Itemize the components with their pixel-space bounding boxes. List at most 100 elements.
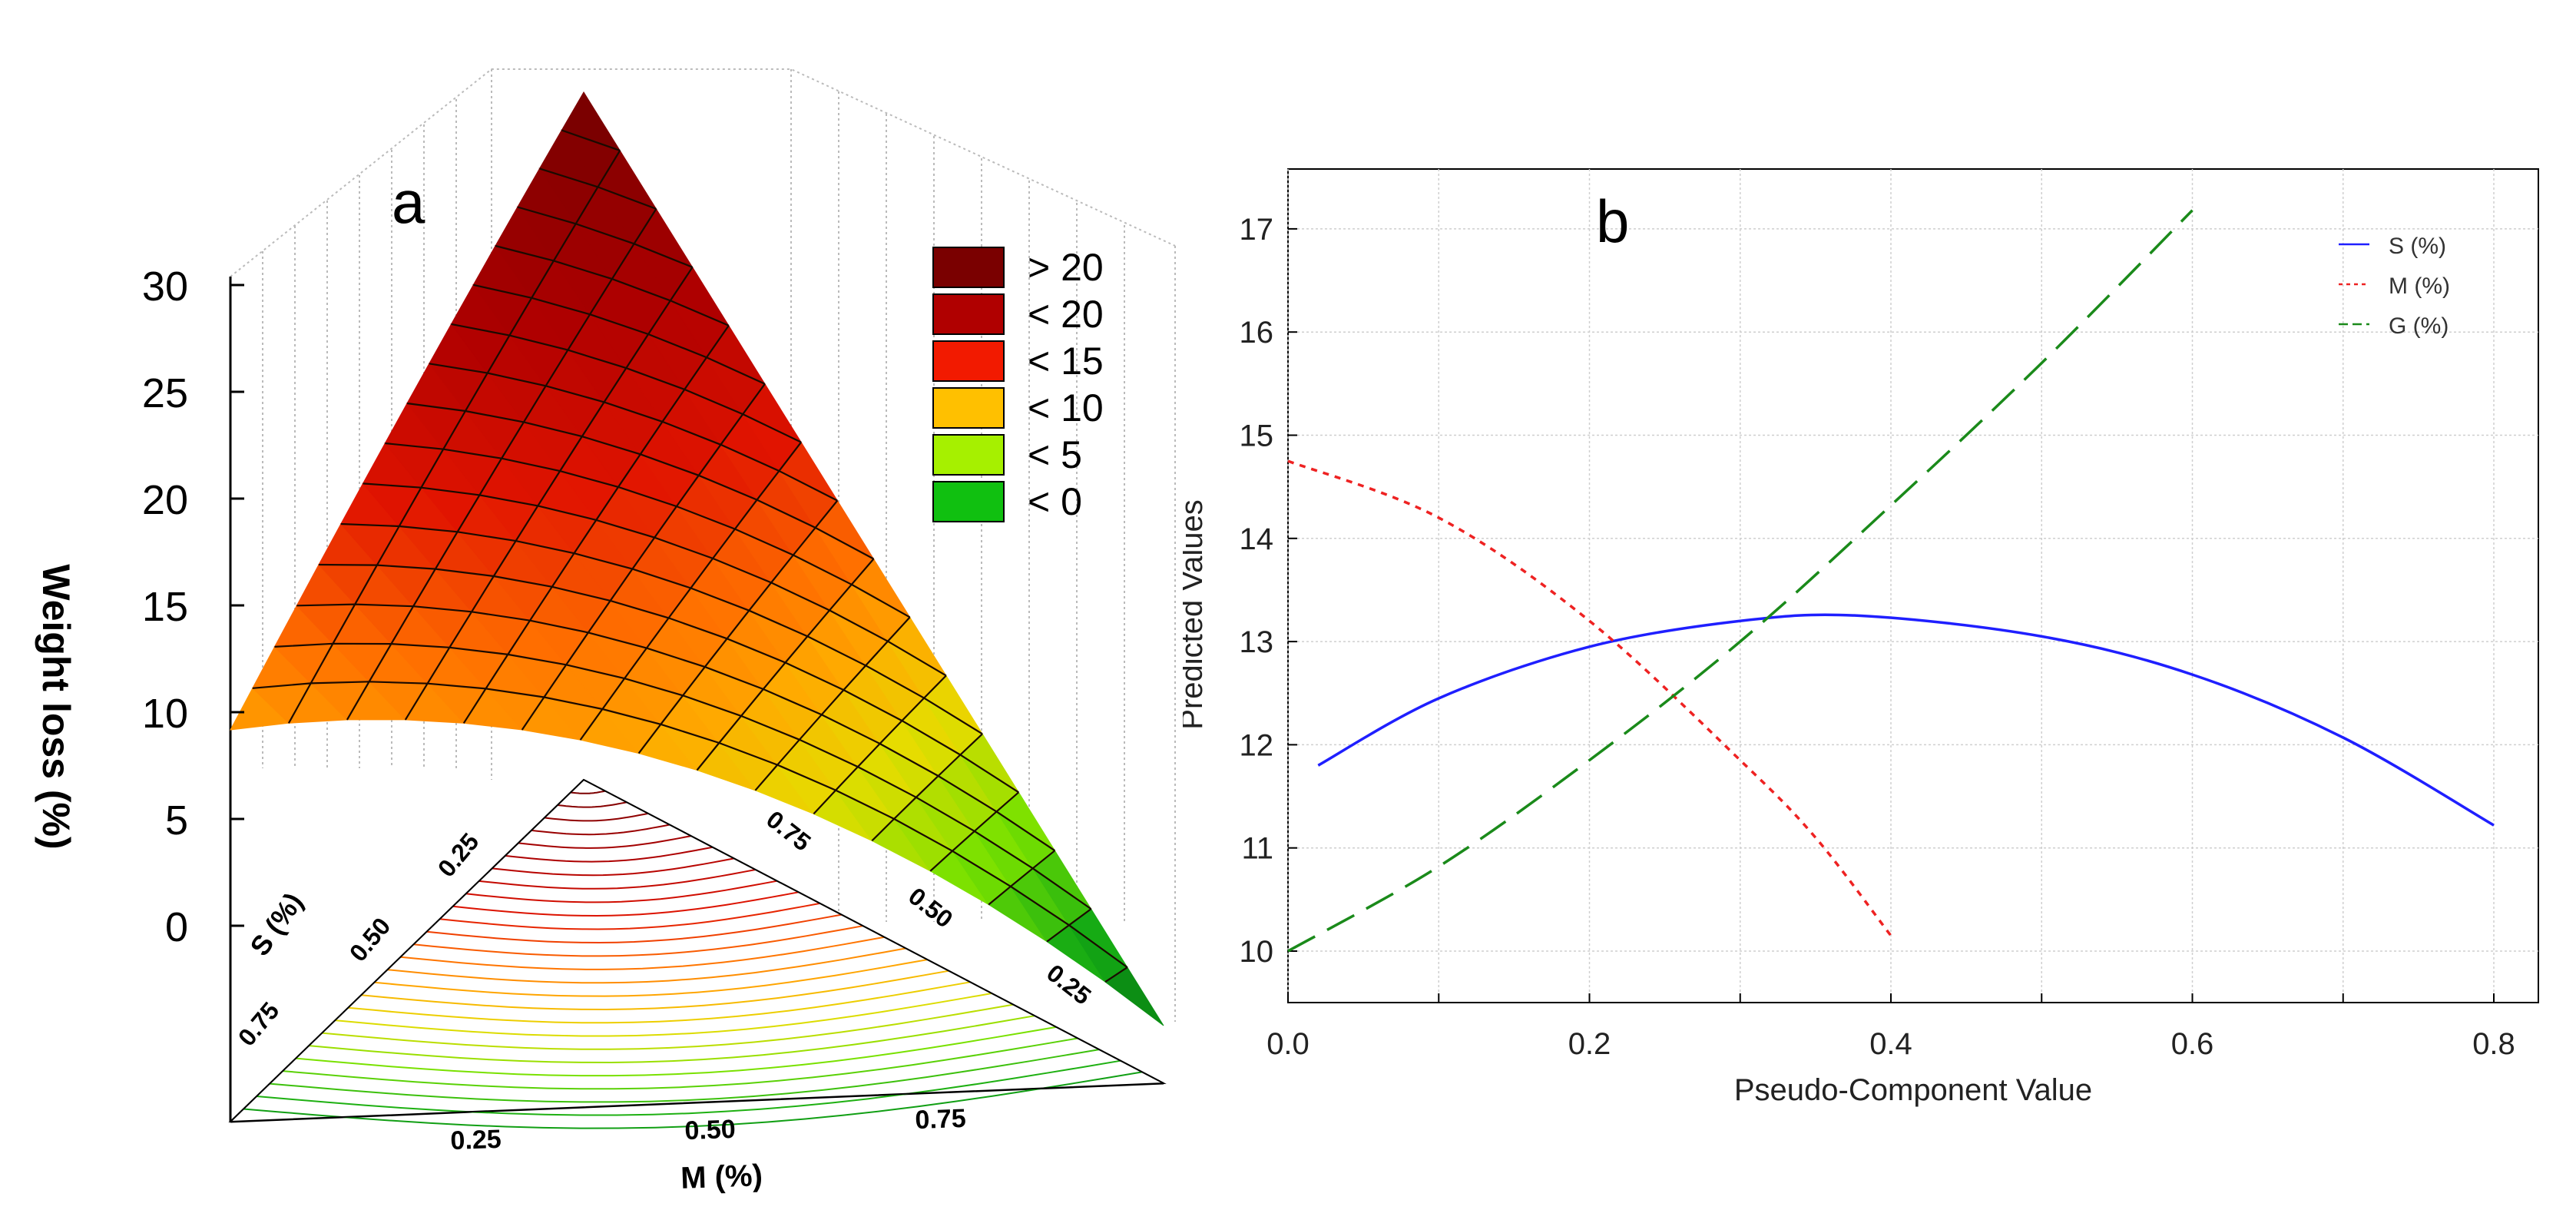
contour-line [505,846,713,863]
y-tick-label: 10 [1240,935,1274,969]
legend-label: > 20 [1028,246,1104,289]
z-axis-label: Weight loss (%) [35,564,78,849]
legend-label: < 20 [1028,293,1104,336]
surface-mesh-line [988,850,1056,906]
legend-swatch [932,387,1005,429]
series [1287,209,2495,953]
surface-mesh-line [287,150,621,724]
legend-label: S (%) [2389,234,2446,259]
z-tick-label: 25 [142,370,188,416]
surface-mesh-line [561,129,621,151]
surface-mesh-line [1046,908,1092,943]
surface-mesh-line [929,791,1020,872]
surface-mesh-line [521,383,766,731]
surface-mesh-line [517,206,694,268]
legend-label: < 0 [1028,480,1082,523]
panel-label-a: a [392,168,425,236]
legend-swatch [932,247,1005,288]
surface-mesh-line [385,442,911,618]
x-tick-label: 0.0 [1266,1027,1310,1061]
z-tick-label: 5 [165,797,188,844]
z-tick-label: 0 [165,904,188,950]
contour-line [243,1071,1143,1129]
x-axis-ticks: 0.0 0.2 0.4 0.6 0.8 [1266,1027,2515,1061]
surface-mesh-line [429,363,838,502]
legend-swatch [932,340,1005,382]
contour-line [361,970,949,1011]
y-tick-label: 14 [1240,522,1274,556]
legend: S (%) M (%) G (%) [2339,234,2450,339]
contour-line [492,857,734,877]
contour-projection [228,778,1167,1129]
contour-line [426,913,842,944]
y-tick-label: 0.50 [344,913,396,967]
contour-line [570,790,606,794]
contour-line [309,1015,1035,1064]
series-line-1 [1317,613,2495,827]
z-tick-label: 10 [142,691,188,737]
x-tick-label: 0.25 [450,1125,502,1155]
surface-mesh-line [696,558,875,771]
z-tick-label: 20 [142,477,188,523]
surface-mesh-line [252,681,1128,968]
panel-b-line-plot: 0.0 0.2 0.4 0.6 0.8 10 11 12 13 14 15 16 17 S (%) M … [1175,0,2576,1206]
contour-line [557,801,627,808]
x-tick-label: 0.4 [1869,1027,1912,1061]
legend-swatch [932,293,1005,335]
z-tick-label: 15 [142,584,188,630]
contour-line [465,880,777,903]
contour-line [296,1026,1057,1077]
x-axis-label: M (%) [680,1159,763,1195]
contour-line [387,947,906,984]
y-tick-label: 11 [1241,832,1273,866]
y-tick-label: 13 [1240,625,1274,659]
surface-mesh-line [473,283,766,385]
contour-line [544,812,649,822]
base-triangle-outline [228,778,1167,1123]
legend-label: < 5 [1028,433,1082,476]
edge-tick-label: 0.50 [903,882,958,933]
x-tick-label: 0.8 [2472,1027,2515,1061]
surface-mesh-line [404,267,694,721]
surface-mesh-line [754,616,911,791]
back-wall-top-edge [230,68,1176,277]
surface-mesh-line [451,323,802,443]
x-tick-label: 0.2 [1568,1027,1611,1061]
legend-label: G (%) [2389,313,2449,339]
legend-label: < 15 [1028,340,1104,383]
surface-mesh-line [813,675,947,815]
y-axis-label: Predicted Values [1183,499,1209,729]
contour-line [322,1003,1014,1050]
contour-line [439,902,820,930]
x-tick-label: 0.75 [915,1104,966,1135]
z-tick-label: 30 [142,264,188,310]
contour-line [335,993,992,1037]
legend: > 20< 20< 15< 10< 5< 0 [932,246,1104,523]
line-plot-svg: 0.0 0.2 0.4 0.6 0.8 10 11 12 13 14 15 16 17 S (%) M … [1175,168,2539,1107]
y-axis-label: S (%) [243,887,309,961]
contour-line [452,891,799,917]
y-tick-label: 15 [1240,419,1274,453]
contour-line [478,869,756,890]
plot-area [1287,168,2539,1003]
surface-mesh-line [539,167,657,210]
contour-line [257,1059,1121,1116]
y-tick-label: 17 [1240,213,1274,247]
y-tick-label: 12 [1240,728,1274,762]
grid [1287,169,2538,1003]
contour-line [531,824,670,836]
panel-a-surface-plot: 0 5 10 15 20 25 30 a Weight loss (%) M (%) S (… [0,0,1183,1206]
response-surface [230,91,1164,1026]
legend-swatch [932,434,1005,476]
surface-mesh-line [871,733,983,842]
surface-mesh-line [406,402,875,560]
edge-tick-label: 0.75 [761,805,816,857]
contour-line [270,1049,1100,1103]
x-axis-ticks: 0.25 0.50 0.75 [450,1104,966,1155]
contour-line [283,1037,1078,1090]
contour-line [400,936,885,970]
y-tick-label: 0.25 [432,828,485,883]
contour-line [413,925,863,957]
contour-line [518,835,691,849]
legend-label: < 10 [1028,386,1104,429]
